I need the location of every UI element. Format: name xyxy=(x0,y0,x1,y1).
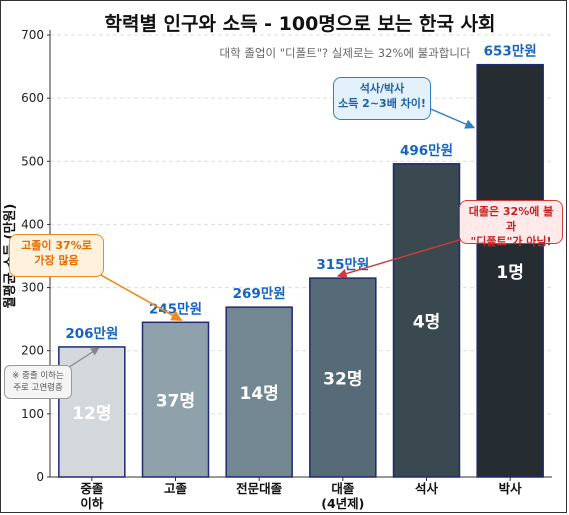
people-label-1: 37명 xyxy=(156,392,195,412)
bar-4 xyxy=(392,163,461,478)
bars xyxy=(58,63,544,478)
arrow-graduate xyxy=(425,106,476,129)
bar-2 xyxy=(225,306,293,478)
y-tick-label-700: 700 xyxy=(21,28,44,42)
callout-graduate-line-2: 소득 2~3배 차이! xyxy=(338,97,426,110)
value-label-0: 206만원 xyxy=(65,326,118,342)
callout-high-school: 고졸이 37%로 가장 많음 xyxy=(9,234,104,277)
x-tick-label-5-0: 박사 xyxy=(499,481,523,496)
bar-1 xyxy=(141,321,210,478)
y-tick-label-100: 100 xyxy=(21,407,44,421)
value-label-2: 269만원 xyxy=(233,286,286,302)
people-label-3: 32명 xyxy=(323,370,362,390)
value-label-4: 496만원 xyxy=(400,143,453,159)
x-tick-label-1-0: 고졸 xyxy=(164,481,188,496)
value-label-1: 245만원 xyxy=(149,301,202,317)
people-label-5: 1명 xyxy=(496,263,523,283)
bar-3 xyxy=(309,277,377,478)
y-tick-label-500: 500 xyxy=(21,154,44,168)
y-tick-label-600: 600 xyxy=(21,91,44,105)
callout-university-line-2: "디폴트"가 아님! xyxy=(470,235,552,248)
chart-subtitle: 대학 졸업이 "디폴트"? 실제로는 32%에 불과합니다 xyxy=(220,46,471,60)
chart-title: 학력별 인구와 소득 - 100명으로 보는 한국 사회 xyxy=(104,13,495,35)
arrow-high-school xyxy=(91,269,183,321)
callout-university-line-1: 대졸은 32%에 불과 xyxy=(468,205,554,233)
people-label-4: 4명 xyxy=(413,312,440,332)
x-tick-label-0-0: 중졸 xyxy=(80,481,104,496)
arrow-university xyxy=(336,237,467,279)
value-label-5: 653만원 xyxy=(484,44,537,60)
callout-high-school-line-2: 가장 많음 xyxy=(34,254,79,267)
callout-middle-school-line-2: 주로 고연령층 xyxy=(13,383,63,393)
x-tick-label-4-0: 석사 xyxy=(415,481,439,496)
x-tick-label-3-0: 대졸 xyxy=(331,481,355,496)
callout-graduate: 석사/박사 소득 2~3배 차이! xyxy=(333,77,431,120)
people-label-0: 12명 xyxy=(72,404,111,424)
callout-middle-school: ※ 중졸 이하는 주로 고연령층 xyxy=(4,365,72,399)
callout-middle-school-line-1: ※ 중졸 이하는 xyxy=(12,371,64,381)
bar-0 xyxy=(58,346,126,478)
x-tick-label-0-1: 이하 xyxy=(80,496,104,511)
bar-labels: 206만원 12명 245만원 37명 269만원 14명 315만원 32명 496만원 4명 6… xyxy=(65,44,536,424)
bar-5 xyxy=(476,63,544,478)
x-tick-label-3-1: (4년제) xyxy=(321,496,364,511)
y-tick-label-0: 0 xyxy=(36,470,44,484)
callout-graduate-line-1: 석사/박사 xyxy=(359,82,405,95)
callout-university: 대졸은 32%에 불과 "디폴트"가 아님! xyxy=(459,200,563,248)
x-tick-label-2-0: 전문대졸 xyxy=(236,481,283,496)
callout-high-school-line-1: 고졸이 37%로 xyxy=(21,239,92,252)
y-tick-label-200: 200 xyxy=(21,344,44,358)
y-tick-label-400: 400 xyxy=(21,217,44,231)
y-tick-label-300: 300 xyxy=(21,281,44,295)
people-label-2: 14명 xyxy=(240,384,279,404)
value-label-3: 315만원 xyxy=(316,257,369,273)
